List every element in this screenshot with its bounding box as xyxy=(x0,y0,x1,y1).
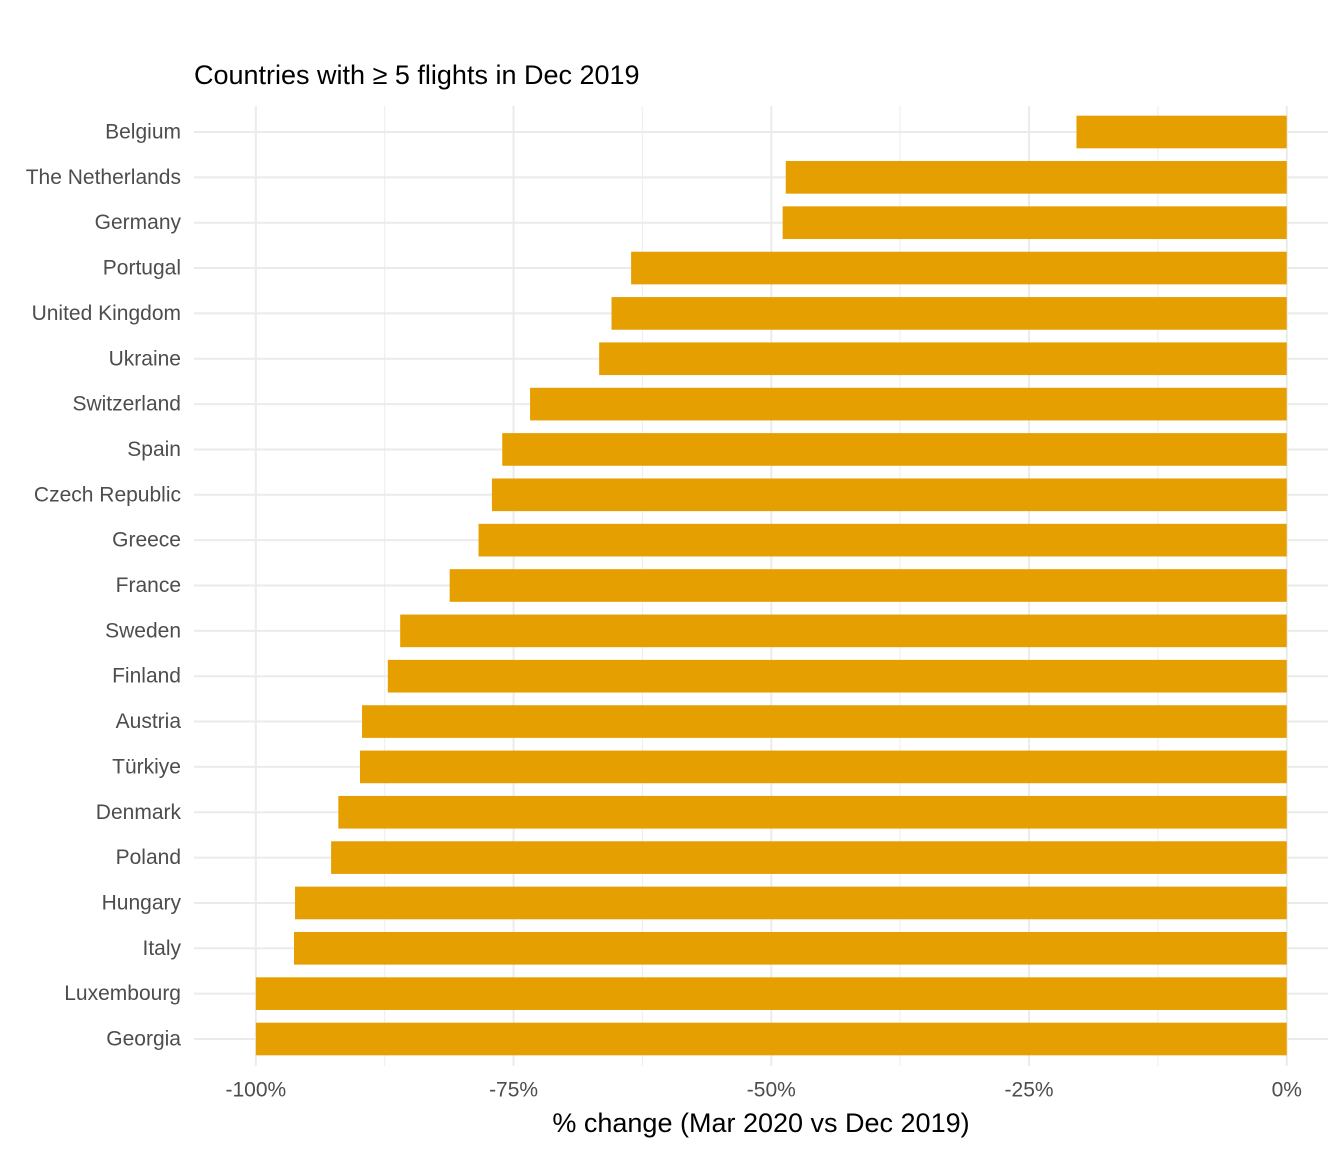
category-label-germany: Germany xyxy=(95,211,182,234)
category-label-poland: Poland xyxy=(116,846,181,869)
bars xyxy=(255,115,1287,1056)
category-label-greece: Greece xyxy=(112,529,181,552)
bar-germany xyxy=(782,206,1287,240)
category-label-austria: Austria xyxy=(116,710,182,733)
category-label-the-netherlands: The Netherlands xyxy=(26,166,181,189)
category-label-switzerland: Switzerland xyxy=(72,393,181,416)
category-label-portugal: Portugal xyxy=(103,257,181,280)
category-label-spain: Spain xyxy=(127,438,181,461)
bar-luxembourg xyxy=(255,977,1287,1010)
category-label-hungary: Hungary xyxy=(102,891,182,914)
bar-finland xyxy=(387,659,1287,693)
category-label-georgia: Georgia xyxy=(106,1028,181,1051)
category-label-italy: Italy xyxy=(142,937,181,960)
bar-georgia xyxy=(255,1022,1287,1056)
bar-t-rkiye xyxy=(359,750,1287,784)
bar-portugal xyxy=(631,251,1287,285)
bar-spain xyxy=(502,433,1287,466)
category-label-france: France xyxy=(116,574,181,597)
category-label-united-kingdom: United Kingdom xyxy=(32,302,181,325)
bar-hungary xyxy=(295,886,1287,920)
bar-italy xyxy=(293,931,1287,965)
bar-austria xyxy=(362,705,1287,738)
bar-united-kingdom xyxy=(611,297,1287,330)
chart-title: Countries with ≥ 5 flights in Dec 2019 xyxy=(194,60,640,90)
bar-czech-republic xyxy=(491,478,1287,512)
x-tick-label: -75% xyxy=(489,1079,538,1102)
bar-switzerland xyxy=(530,387,1287,421)
bar-belgium xyxy=(1076,115,1287,149)
category-label-finland: Finland xyxy=(112,665,181,688)
x-tick-label: -100% xyxy=(226,1079,287,1102)
category-label-sweden: Sweden xyxy=(105,619,181,642)
category-label-belgium: Belgium xyxy=(105,121,181,144)
category-label-denmark: Denmark xyxy=(96,801,182,824)
category-label-czech-republic: Czech Republic xyxy=(34,483,181,506)
x-axis-title: % change (Mar 2020 vs Dec 2019) xyxy=(552,1108,969,1138)
bar-france xyxy=(449,569,1287,602)
bar-ukraine xyxy=(599,342,1287,376)
category-labels: Belgium The Netherlands Germany Portugal Uni… xyxy=(26,121,182,1051)
x-tick-label: -25% xyxy=(1005,1079,1054,1102)
category-label-ukraine: Ukraine xyxy=(109,347,181,370)
x-tick-label: -50% xyxy=(747,1079,796,1102)
category-label-luxembourg: Luxembourg xyxy=(64,982,181,1005)
bar-greece xyxy=(478,523,1287,557)
x-tick-labels: -100% -75% -50% -25% 0% xyxy=(226,1079,1302,1102)
x-tick-label: 0% xyxy=(1272,1079,1302,1102)
category-label-t-rkiye: Türkiye xyxy=(112,755,181,778)
bar-poland xyxy=(331,841,1287,874)
bar-sweden xyxy=(400,614,1287,648)
bar-denmark xyxy=(338,795,1287,829)
bar-the-netherlands xyxy=(785,161,1287,194)
